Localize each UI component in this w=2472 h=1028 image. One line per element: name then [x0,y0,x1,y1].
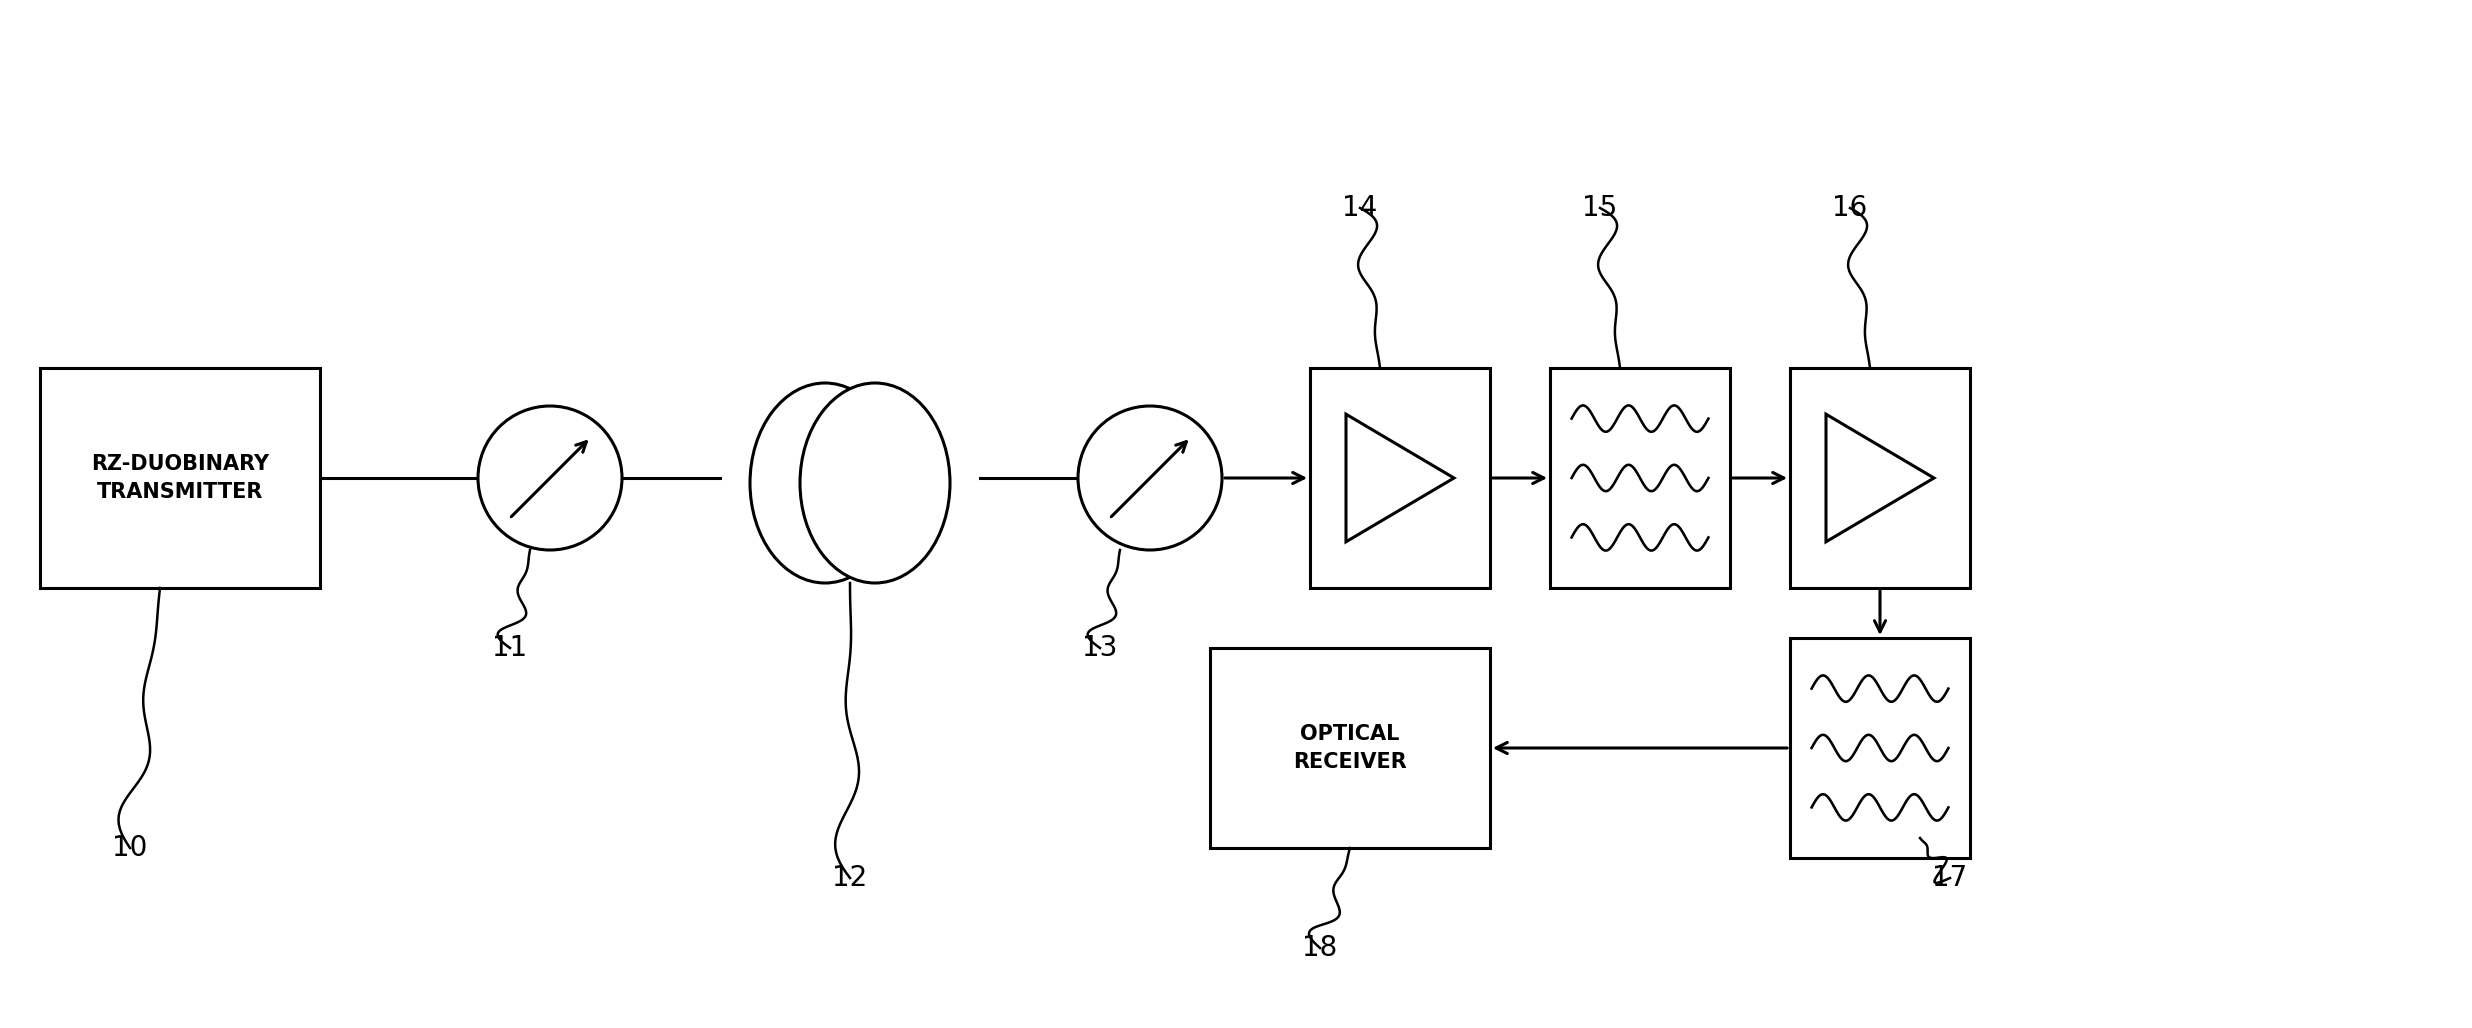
Text: 10: 10 [111,834,148,862]
Circle shape [477,406,623,550]
Bar [40,368,319,588]
Bar [1790,638,1970,858]
Bar [1310,368,1491,588]
Circle shape [1078,406,1221,550]
Text: 14: 14 [1342,194,1377,222]
Bar [1550,368,1730,588]
Text: 15: 15 [1582,194,1617,222]
Bar [1209,648,1491,848]
Text: 17: 17 [1933,864,1968,892]
Text: 12: 12 [833,864,868,892]
Polygon shape [1827,414,1933,542]
Text: 18: 18 [1303,934,1337,962]
Text: 16: 16 [1832,194,1869,222]
Text: 11: 11 [492,634,527,662]
Text: OPTICAL
RECEIVER: OPTICAL RECEIVER [1293,724,1407,772]
Bar [1790,368,1970,588]
Ellipse shape [749,383,900,583]
Ellipse shape [801,383,949,583]
Text: 13: 13 [1083,634,1117,662]
Polygon shape [1345,414,1454,542]
Text: RZ-DUOBINARY
TRANSMITTER: RZ-DUOBINARY TRANSMITTER [91,454,269,502]
